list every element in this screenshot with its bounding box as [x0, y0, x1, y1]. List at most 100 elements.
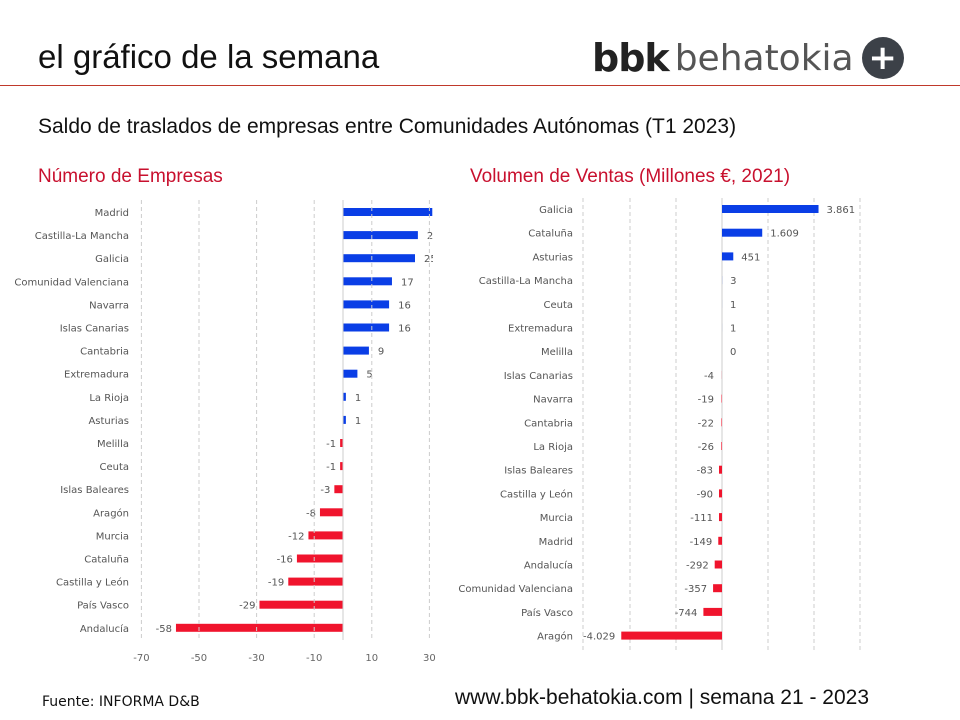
bar: [343, 415, 346, 424]
data-label: -111: [690, 513, 713, 524]
category-label: Murcia: [540, 513, 573, 524]
footer-site: www.bbk-behatokia.com | semana 21 - 2023: [455, 686, 870, 709]
x-tick-label: -50: [191, 653, 207, 664]
category-label: Galicia: [95, 254, 129, 265]
bar: [319, 508, 343, 517]
data-label: -1: [326, 439, 336, 450]
category-label: Asturias: [88, 416, 129, 427]
category-label: Ceuta: [99, 462, 129, 473]
data-label: -90: [697, 489, 713, 500]
page-title: el gráfico de la semana: [38, 38, 380, 75]
category-label: Islas Canarias: [504, 371, 573, 382]
logo-bold: bbk: [592, 36, 670, 80]
category-label: La Rioja: [533, 442, 573, 453]
data-label: 451: [741, 252, 760, 263]
data-label: 1.609: [770, 229, 799, 240]
bar: [719, 513, 722, 522]
bar: [343, 231, 418, 240]
category-label: Cantabria: [524, 418, 573, 429]
category-label: Castilla-La Mancha: [35, 231, 129, 242]
bar: [714, 560, 722, 569]
data-label: -357: [684, 584, 707, 595]
data-label: -8: [306, 508, 316, 519]
bar: [343, 254, 415, 263]
data-label: 9: [378, 347, 384, 358]
data-label: 26: [427, 231, 440, 242]
bar: [175, 623, 343, 632]
category-label: Aragón: [537, 631, 573, 643]
x-tick-label: 10: [365, 653, 378, 664]
data-label: 25: [424, 254, 437, 265]
chart-subtitle: Saldo de traslados de empresas entre Com…: [38, 115, 737, 138]
data-label: 1: [730, 324, 736, 335]
bar: [343, 392, 346, 401]
category-label: Extremadura: [64, 370, 129, 381]
data-label: 16: [398, 324, 411, 335]
bar: [340, 439, 343, 447]
category-label: Comunidad Valenciana: [458, 584, 573, 595]
category-label: Cataluña: [528, 229, 573, 240]
category-label: Andalucía: [524, 560, 573, 572]
bar: [703, 607, 722, 616]
category-label: Navarra: [533, 395, 573, 406]
data-label: -58: [156, 624, 172, 635]
bar: [343, 277, 392, 286]
bar: [722, 252, 734, 261]
bar: [343, 369, 358, 378]
data-label: -1: [326, 462, 336, 473]
data-label: 16: [398, 300, 411, 311]
bar: [308, 531, 343, 540]
category-label: Madrid: [95, 208, 129, 219]
data-label: 1: [730, 300, 736, 311]
category-label: País Vasco: [521, 607, 573, 619]
bar: [721, 442, 722, 450]
data-label: -29: [239, 601, 255, 612]
logo-text: behatokia: [674, 37, 854, 79]
data-label: -22: [698, 418, 714, 429]
category-label: Madrid: [539, 537, 573, 548]
bar: [722, 228, 763, 237]
bar: [713, 584, 722, 593]
data-label: -19: [268, 578, 284, 589]
category-label: La Rioja: [89, 393, 129, 404]
category-label: Galicia: [539, 205, 573, 216]
data-label: -4.029: [583, 632, 615, 643]
category-label: País Vasco: [77, 600, 129, 612]
data-label: -744: [675, 608, 698, 619]
data-label: -3: [320, 485, 330, 496]
data-label: -26: [698, 442, 714, 453]
bar: [334, 485, 343, 494]
category-label: Melilla: [541, 347, 573, 358]
category-label: Cataluña: [84, 555, 129, 566]
data-label: 5: [366, 370, 372, 381]
bar: [343, 323, 390, 332]
category-label: Comunidad Valenciana: [14, 277, 129, 288]
x-tick-label: -10: [306, 653, 322, 664]
data-label: -83: [697, 466, 713, 477]
plus-icon: +: [861, 37, 904, 79]
bar: [343, 346, 369, 355]
data-label: -12: [288, 531, 304, 542]
category-label: Asturias: [532, 252, 573, 263]
bar: [719, 465, 722, 474]
data-label: 1: [355, 416, 361, 427]
x-tick-label: -70: [133, 653, 149, 664]
category-label: Islas Baleares: [60, 485, 129, 496]
bar: [722, 205, 819, 213]
data-label: 0: [730, 347, 736, 358]
source-note: Fuente: INFORMA D&B: [42, 694, 200, 710]
left-chart-title: Número de Empresas: [38, 166, 223, 187]
bar: [719, 489, 722, 498]
bar: [296, 554, 343, 563]
bar: [621, 631, 722, 640]
data-label: -292: [686, 561, 709, 572]
right-chart-title: Volumen de Ventas (Millones €, 2021): [470, 166, 791, 187]
x-tick-label: -30: [248, 653, 264, 664]
category-label: Cantabria: [80, 347, 129, 358]
data-label: -16: [277, 555, 293, 566]
logo: bbk behatokia +: [592, 36, 904, 80]
category-label: Melilla: [97, 439, 129, 450]
bar: [721, 418, 722, 427]
category-label: Castilla y León: [500, 488, 573, 500]
